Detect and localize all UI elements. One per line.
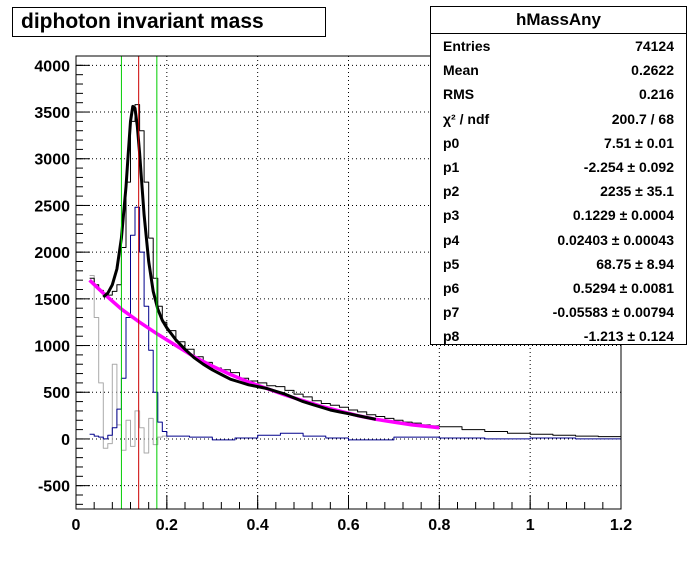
signal-histogram: [89, 206, 621, 441]
stats-value: 2235 ± 35.1: [600, 183, 674, 200]
x-tick-label: 0.4: [247, 517, 269, 534]
x-tick-label: 0.6: [337, 517, 359, 534]
y-tick-label: 3000: [34, 152, 70, 169]
stats-key: Mean: [443, 62, 479, 79]
stats-key: p5: [443, 255, 460, 272]
stats-key: p6: [443, 279, 460, 296]
stats-key: Entries: [443, 38, 491, 54]
x-tick-label: 0: [72, 517, 81, 534]
stats-value: 68.75 ± 8.94: [596, 255, 674, 272]
y-tick-label: 3500: [34, 105, 70, 122]
stats-row: p2 2235 ± 35.1: [431, 179, 686, 203]
stats-key: p8: [443, 328, 460, 345]
stats-value: 0.5294 ± 0.0081: [572, 279, 674, 296]
stats-box: hMassAny Entries 74124 Mean 0.2622 RMS 0.216 χ…: [430, 6, 687, 345]
stats-row: p1 -2.254 ± 0.092: [431, 155, 686, 179]
stats-value: 200.7 / 68: [611, 110, 674, 127]
stats-value: 0.216: [638, 86, 674, 103]
stats-key: p3: [443, 207, 460, 224]
x-tick-label: 0.8: [428, 517, 450, 534]
stats-title: hMassAny: [431, 7, 686, 34]
stats-row: p0 7.51 ± 0.01: [431, 131, 686, 155]
total-fit-curve: [102, 104, 377, 421]
stats-row: p8 -1.213 ± 0.124: [431, 324, 686, 348]
y-tick-label: -500: [38, 479, 70, 496]
stats-key: p7: [443, 304, 460, 321]
stats-row: p5 68.75 ± 8.94: [431, 252, 686, 276]
stats-key: p4: [443, 231, 460, 248]
x-tick-label: 1: [526, 517, 535, 534]
stats-key: RMS: [443, 86, 475, 103]
y-tick-label: 4000: [34, 58, 70, 75]
y-tick-label: 2500: [34, 198, 70, 215]
axes: 0 0.2 0.4 0.6 0.8 1 1.2 -500 0 500 1000 1500 2000 250…: [34, 55, 632, 534]
y-tick-label: 0: [61, 432, 70, 449]
x-tick-label: 0.2: [156, 517, 178, 534]
stats-row: Entries 74124: [431, 34, 686, 58]
stats-row: p7 -0.05583 ± 0.00794: [431, 300, 686, 324]
stats-value: 0.2622: [631, 62, 674, 79]
stats-rows: Entries 74124 Mean 0.2622 RMS 0.216 χ² / ndf 20…: [431, 34, 686, 348]
x-tick-label: 1.2: [610, 517, 632, 534]
stats-value: 7.51 ± 0.01: [604, 134, 674, 151]
y-tick-label: 1000: [34, 339, 70, 356]
stats-value: -2.254 ± 0.092: [583, 158, 674, 175]
background-fit-curve: [88, 278, 440, 430]
chart-marks: [88, 56, 622, 509]
y-tick-label: 500: [43, 385, 70, 402]
stats-key: p0: [443, 134, 460, 151]
stats-value: 0.02403 ± 0.00043: [557, 231, 674, 248]
y-tick-label: 1500: [34, 292, 70, 309]
stats-value: -1.213 ± 0.124: [583, 328, 674, 345]
stats-row: p3 0.1229 ± 0.0004: [431, 203, 686, 227]
stats-value: 74124: [635, 38, 674, 54]
chart-title: diphoton invariant mass: [12, 7, 326, 37]
stats-value: 0.1229 ± 0.0004: [572, 207, 674, 224]
stats-row: p6 0.5294 ± 0.0081: [431, 276, 686, 300]
stats-key: χ² / ndf: [443, 110, 490, 127]
stats-key: p2: [443, 183, 460, 200]
stats-row: RMS 0.216: [431, 82, 686, 106]
residual-histogram: [89, 275, 168, 454]
y-tick-label: 2000: [34, 245, 70, 262]
stats-row: Mean 0.2622: [431, 58, 686, 82]
stats-key: p1: [443, 158, 460, 175]
stats-value: -0.05583 ± 0.00794: [552, 304, 674, 321]
stats-row: p4 0.02403 ± 0.00043: [431, 228, 686, 252]
stats-row: χ² / ndf 200.7 / 68: [431, 107, 686, 131]
